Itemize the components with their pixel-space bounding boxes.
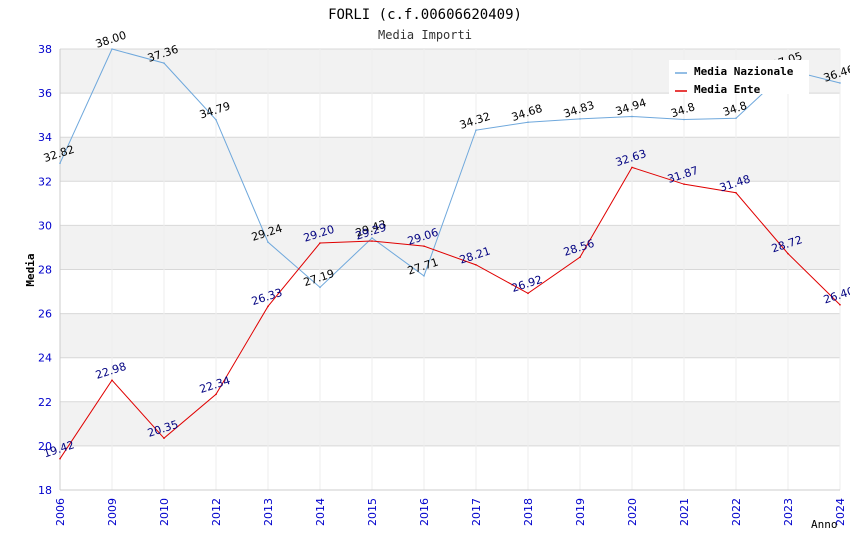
x-tick-label: 2024 [834, 498, 847, 526]
data-point [579, 256, 581, 258]
data-point [319, 286, 321, 289]
data-point [839, 82, 841, 84]
legend-label-nazionale: Media Nazionale [694, 65, 794, 78]
grid-band [60, 401, 840, 446]
data-point [423, 275, 425, 277]
x-tick-label: 2019 [574, 498, 587, 526]
y-tick-label: 36 [38, 87, 52, 100]
y-tick-label: 34 [38, 131, 52, 144]
y-axis-label: Media [24, 253, 37, 286]
data-point [527, 292, 529, 295]
x-tick-label: 2020 [626, 498, 639, 526]
data-point [163, 437, 165, 439]
x-tick-label: 2006 [54, 498, 67, 526]
x-tick-label: 2009 [106, 498, 119, 526]
series-line-nazionale [59, 48, 841, 289]
chart-title: FORLI (c.f.00606620409) [328, 7, 522, 23]
data-point [787, 252, 789, 255]
legend-label-ente: Media Ente [694, 83, 761, 96]
y-tick-label: 32 [38, 175, 52, 188]
grid-band [60, 445, 840, 490]
x-tick-label: 2015 [366, 498, 379, 526]
grid-lines [59, 48, 841, 491]
data-point [527, 121, 529, 124]
grid-band [60, 269, 840, 314]
series-line-ente [59, 166, 841, 459]
data-point [371, 240, 373, 242]
x-tick-label: 2013 [262, 498, 275, 526]
y-tick-label: 22 [38, 396, 52, 409]
data-point [631, 115, 633, 118]
grid-band [60, 93, 840, 138]
data-point [579, 118, 581, 120]
data-point [215, 393, 217, 396]
x-tick-label: 2010 [158, 498, 171, 526]
y-tick-label: 30 [38, 219, 52, 232]
x-axis-label: Anno [811, 518, 838, 531]
series-lines [59, 48, 841, 460]
y-tick-label: 38 [38, 43, 52, 56]
data-point [267, 241, 269, 243]
data-point [163, 62, 165, 64]
x-tick-label: 2022 [730, 498, 743, 526]
data-point [683, 118, 685, 121]
grid-band [60, 357, 840, 402]
y-tick-label: 20 [38, 440, 52, 453]
y-tick-label: 26 [38, 308, 52, 321]
x-tick-label: 2014 [314, 498, 327, 526]
x-tick-label: 2017 [470, 498, 483, 526]
data-point [683, 183, 685, 185]
data-point [475, 264, 477, 266]
data-point [735, 117, 737, 120]
legend: Media Nazionale Media Ente [669, 60, 809, 96]
x-axis: 2006 2009 2010 2012 2013 2014 2015 2016 2017 2018… [54, 498, 847, 526]
data-point [59, 457, 61, 460]
data-point [839, 303, 841, 306]
y-tick-label: 28 [38, 264, 52, 277]
chart-subtitle: Media Importi [378, 28, 472, 42]
data-point [735, 191, 737, 194]
y-axis: 18 20 22 24 26 28 30 32 34 36 38 [38, 43, 52, 497]
data-point [111, 379, 113, 381]
plot-background [60, 49, 840, 490]
x-tick-label: 2021 [678, 498, 691, 526]
grid-band [60, 225, 840, 270]
data-point [59, 162, 61, 165]
data-point [267, 305, 269, 308]
y-tick-label: 18 [38, 484, 52, 497]
data-label: 38.00 [94, 29, 128, 51]
data-point [423, 245, 425, 247]
x-tick-label: 2023 [782, 498, 795, 526]
data-point [215, 118, 217, 121]
grid-band [60, 137, 840, 182]
data-point [111, 48, 113, 50]
x-tick-label: 2018 [522, 498, 535, 526]
y-tick-label: 24 [38, 352, 52, 365]
x-tick-label: 2012 [210, 498, 223, 526]
x-tick-label: 2016 [418, 498, 431, 526]
data-point [475, 129, 477, 131]
legend-box [669, 60, 809, 94]
grid-band [60, 313, 840, 358]
data-point [319, 242, 321, 244]
data-point [631, 166, 633, 169]
data-point [371, 237, 373, 239]
